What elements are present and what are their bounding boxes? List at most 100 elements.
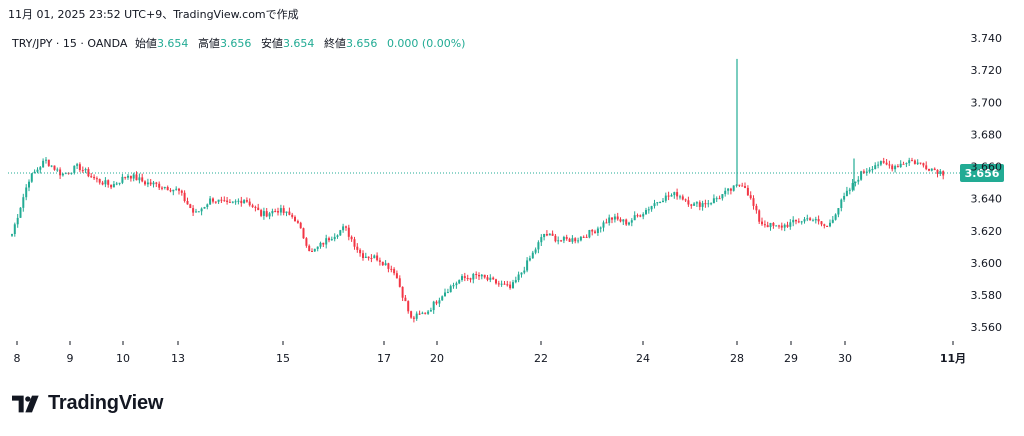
candle-body: [681, 196, 684, 200]
candle-body: [591, 230, 594, 232]
candle-body: [285, 211, 288, 213]
candle-body: [862, 171, 865, 173]
symbol-label[interactable]: TRY/JPY · 15 · OANDA: [12, 37, 128, 50]
candle-body: [744, 186, 746, 188]
price-tick-label: 3.600: [971, 257, 1003, 270]
candle-body: [755, 205, 758, 211]
candle-body: [613, 216, 616, 220]
candle-body: [772, 223, 775, 226]
candle-body: [274, 211, 277, 212]
candle-body: [228, 201, 231, 203]
candle-body: [667, 195, 670, 197]
low-label: 安値: [260, 37, 283, 50]
candle-body: [132, 174, 135, 179]
candle-body: [435, 301, 438, 304]
candle-body: [87, 169, 90, 177]
candle-body: [596, 228, 599, 233]
time-tick-label: 9: [67, 352, 74, 365]
candle-body: [939, 171, 942, 174]
brand-name: TradingView: [48, 392, 164, 414]
candle-body: [565, 237, 568, 239]
candle-body: [212, 198, 214, 202]
candle-body: [101, 182, 104, 185]
time-tick-label: 17: [377, 352, 391, 365]
candle-body: [203, 207, 206, 209]
candle-body: [424, 312, 427, 314]
candle-body: [673, 192, 676, 196]
price-chart[interactable]: 3.656 3.560 3.580 3.600 3.620 3.640 3.660 3.68…: [0, 0, 1024, 380]
candle-body: [868, 169, 871, 172]
candle-body: [840, 199, 843, 208]
candle-body: [928, 169, 930, 171]
candle-body: [472, 274, 475, 280]
candle-body: [121, 176, 124, 183]
candle-body: [234, 201, 237, 203]
candle-body: [585, 236, 588, 238]
current-price-label: 3.656: [965, 167, 1000, 180]
candle-body: [695, 202, 698, 204]
candle-body: [577, 240, 580, 242]
open-value: 3.654: [156, 37, 189, 50]
price-tick-label: 3.660: [971, 161, 1003, 174]
candle-body: [676, 192, 679, 197]
candle-body: [98, 179, 101, 183]
candle-body: [724, 190, 727, 195]
candle-body: [251, 205, 254, 207]
candle-body: [461, 276, 463, 280]
candle-body: [710, 203, 713, 205]
candle-body: [248, 201, 251, 206]
candle-body: [814, 219, 817, 221]
candle-body: [698, 202, 701, 207]
price-tick-label: 3.620: [971, 225, 1003, 238]
tradingview-logo-icon: [12, 395, 39, 412]
candle-body: [254, 206, 257, 208]
candle-body: [378, 260, 381, 262]
candle-body: [11, 234, 13, 236]
time-axis[interactable]: 8 9 10 13 15 17 20 22 24 28 29 30 11月: [14, 341, 967, 365]
candle-body: [639, 215, 642, 217]
candle-body: [800, 221, 803, 223]
candle-body: [874, 165, 877, 169]
candle-body: [514, 280, 517, 283]
candle-body: [127, 175, 129, 178]
tradingview-brand[interactable]: TradingView: [12, 392, 163, 415]
candle-body: [599, 227, 602, 229]
candle-body: [410, 311, 413, 318]
candle-body: [180, 190, 183, 193]
candle-body: [831, 219, 834, 223]
candles-layer: [11, 58, 945, 323]
candle-body: [223, 200, 226, 202]
candle-body: [780, 225, 783, 228]
candle-body: [209, 198, 212, 205]
candle-body: [851, 183, 854, 190]
candle-body: [902, 163, 905, 165]
candle-body: [894, 166, 897, 170]
candle-body: [362, 253, 364, 258]
candle-body: [429, 310, 432, 312]
candle-body: [707, 203, 710, 205]
candle-body: [294, 216, 296, 222]
candle-body: [789, 222, 792, 227]
candle-body: [330, 239, 333, 241]
price-axis[interactable]: 3.560 3.580 3.600 3.620 3.640 3.660 3.680 3.700…: [971, 32, 1003, 334]
candle-body: [265, 211, 268, 217]
candle-body: [766, 225, 769, 228]
candle-body: [792, 219, 795, 223]
candle-body: [186, 201, 189, 205]
candle-body: [619, 219, 622, 222]
candle-body: [916, 162, 919, 164]
candle-body: [478, 275, 480, 277]
candle-body: [871, 169, 874, 171]
candle-body: [302, 228, 305, 239]
candle-body: [42, 160, 45, 168]
candle-body: [262, 211, 265, 216]
candle-body: [879, 161, 882, 165]
candle-body: [376, 255, 379, 261]
candle-body: [183, 192, 186, 201]
candle-body: [885, 162, 888, 165]
candle-body: [622, 219, 625, 222]
candle-body: [237, 200, 240, 202]
candle-body: [845, 190, 848, 196]
candle-body: [775, 225, 778, 227]
candle-body: [653, 203, 656, 207]
